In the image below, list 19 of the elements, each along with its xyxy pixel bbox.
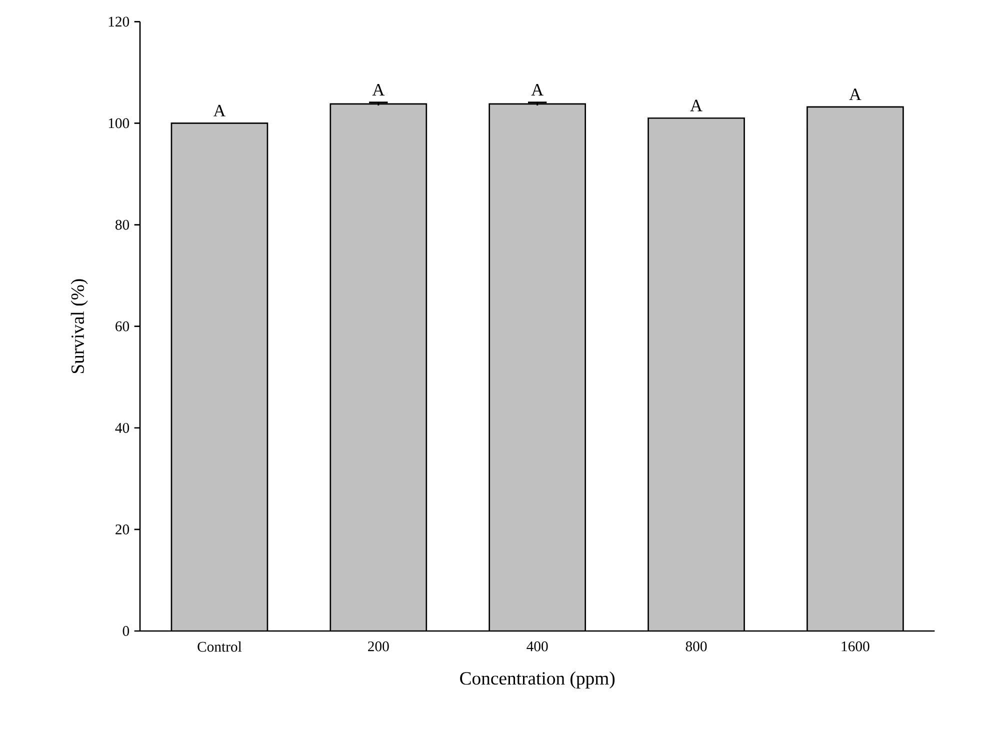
y-tick-label: 80: [116, 220, 130, 230]
y-axis-title: Survival (%): [70, 279, 88, 374]
annotation: A: [849, 88, 862, 100]
annotation: A: [690, 100, 702, 112]
x-tick-label: 1600: [842, 641, 870, 652]
y-tick-label: 120: [108, 16, 130, 27]
x-tick-label: 400: [526, 641, 548, 652]
y-tick-label: 40: [115, 422, 130, 433]
annotation: A: [213, 104, 226, 116]
y-tick-label: 0: [122, 626, 130, 636]
annotation: A: [531, 84, 544, 96]
y-tick-label: 100: [108, 118, 130, 128]
x-axis-title: Concentration (ppm): [460, 672, 615, 688]
y-tick-label: 20: [116, 524, 130, 534]
y-tick-label: 60: [116, 321, 130, 332]
x-tick-label: 200: [368, 641, 389, 652]
annotation: A: [372, 84, 385, 96]
x-tick-label: 800: [686, 641, 707, 652]
x-tick-label: Control: [198, 641, 242, 652]
